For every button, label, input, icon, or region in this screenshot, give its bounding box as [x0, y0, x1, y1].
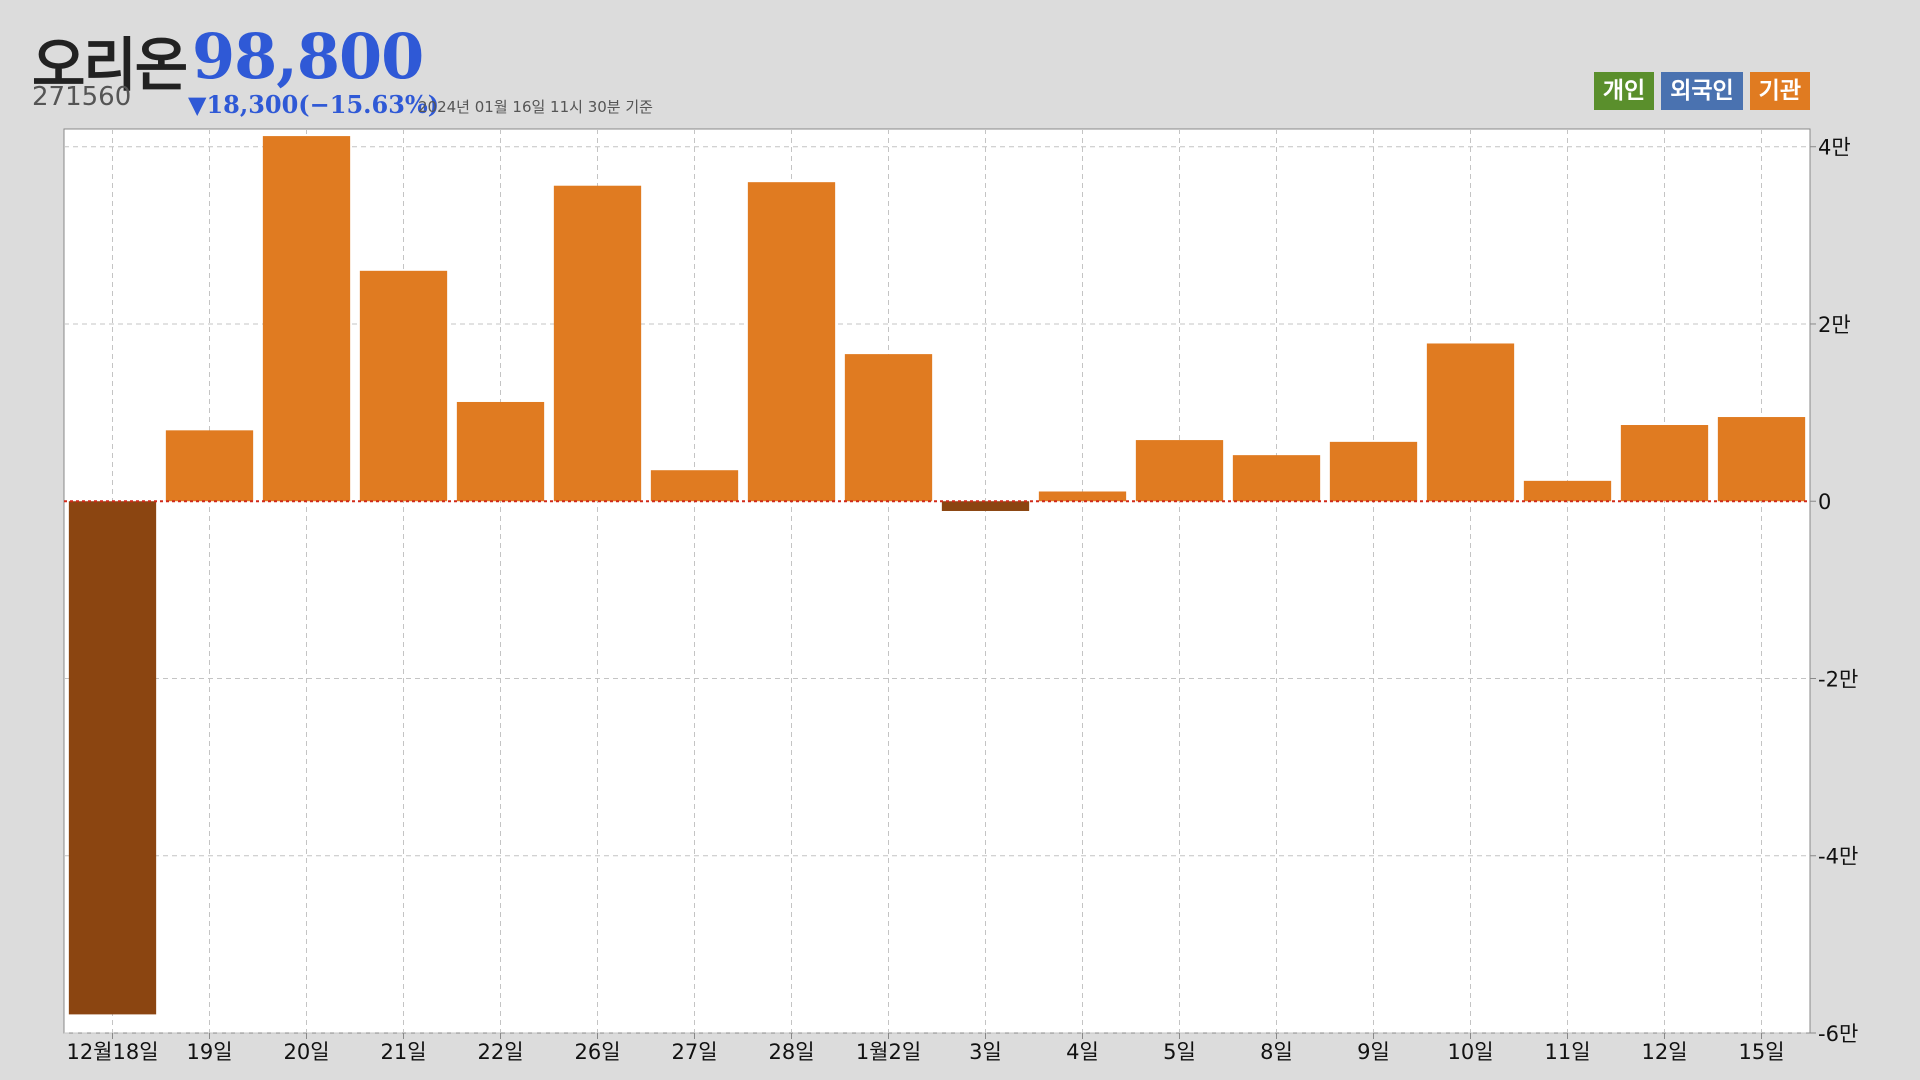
x-tick-label: 27일 — [671, 1040, 717, 1064]
bar[interactable] — [1426, 343, 1515, 502]
legend-individual[interactable]: 개인 — [1593, 72, 1655, 110]
y-tick-label: 4만 — [1818, 136, 1851, 160]
bar[interactable] — [844, 354, 933, 502]
price-change: ▼18,300(−15.63%) — [188, 90, 440, 119]
x-tick-label: 1월2일 — [856, 1040, 921, 1064]
y-tick-label: -2만 — [1818, 667, 1858, 691]
plot-area — [63, 128, 1811, 1034]
x-tick-label: 12월18일 — [66, 1040, 158, 1064]
x-tick-label: 26일 — [574, 1040, 620, 1064]
bar[interactable] — [68, 501, 157, 1015]
bar[interactable] — [650, 470, 739, 502]
x-axis: 12월18일 19일 20일 21일 22일 26일 27일 28일 1월2일 3일 4일 5일 8일 9… — [66, 1033, 1785, 1064]
grid-lines — [64, 129, 1810, 1034]
x-tick-label: 20일 — [283, 1040, 329, 1064]
bar[interactable] — [1135, 440, 1224, 502]
bar[interactable] — [1717, 417, 1806, 502]
x-tick-label: 19일 — [186, 1040, 232, 1064]
timestamp: 2024년 01월 16일 11시 30분 기준 — [418, 98, 653, 116]
stock-code: 271560 — [32, 82, 132, 112]
bar[interactable] — [1329, 441, 1418, 502]
legend-institution[interactable]: 기관 — [1749, 72, 1810, 110]
bar[interactable] — [553, 185, 642, 502]
x-tick-label: 4일 — [1066, 1040, 1099, 1064]
x-tick-label: 21일 — [380, 1040, 426, 1064]
x-tick-label: 12일 — [1641, 1040, 1687, 1064]
stock-price: 98,800 — [192, 20, 424, 93]
bar[interactable] — [165, 430, 254, 502]
x-tick-label: 8일 — [1260, 1040, 1293, 1064]
bars — [68, 136, 1806, 1015]
y-tick-label: -4만 — [1818, 845, 1858, 869]
y-tick-label: -6만 — [1818, 1022, 1858, 1046]
legend-foreign[interactable]: 외국인 — [1661, 72, 1743, 110]
y-axis: 4만 2만 0 -2만 -4만 -6만 — [1810, 136, 1858, 1046]
bar[interactable] — [1038, 491, 1127, 502]
x-tick-label: 11일 — [1544, 1040, 1590, 1064]
bar[interactable] — [1620, 425, 1709, 502]
chart-header: 오리온 98,800 271560 ▼18,300(−15.63%) 2024년… — [0, 0, 1920, 130]
bar[interactable] — [941, 501, 1030, 511]
bar[interactable] — [1232, 455, 1321, 502]
bar[interactable] — [359, 270, 448, 502]
bar[interactable] — [1523, 480, 1612, 502]
bar[interactable] — [747, 182, 836, 502]
x-tick-label: 9일 — [1357, 1040, 1390, 1064]
bar[interactable] — [262, 136, 351, 502]
bar[interactable] — [456, 401, 545, 502]
y-tick-label: 0 — [1818, 490, 1831, 514]
x-tick-label: 3일 — [969, 1040, 1002, 1064]
y-tick-label: 2만 — [1818, 313, 1851, 337]
x-tick-label: 22일 — [477, 1040, 523, 1064]
x-tick-label: 28일 — [768, 1040, 814, 1064]
stock-name: 오리온 — [32, 31, 188, 99]
x-tick-label: 10일 — [1447, 1040, 1493, 1064]
legend: 개인 외국인 기관 — [1593, 72, 1810, 110]
x-tick-label: 15일 — [1738, 1040, 1784, 1064]
x-tick-label: 5일 — [1163, 1040, 1196, 1064]
